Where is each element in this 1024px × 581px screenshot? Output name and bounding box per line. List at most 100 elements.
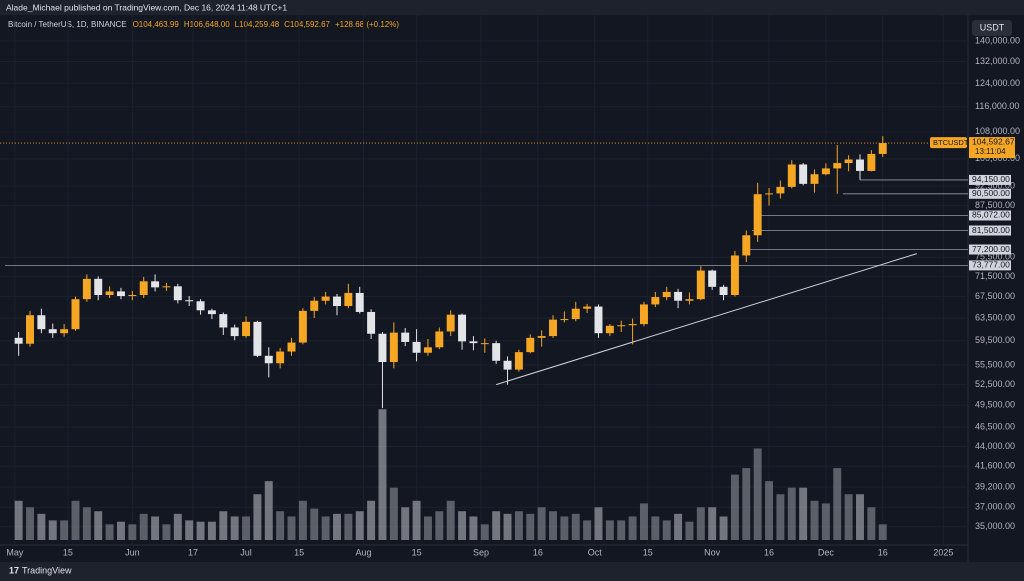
volume-bar bbox=[651, 516, 660, 540]
level-label: 94,150.00 bbox=[972, 174, 1010, 184]
volume-bar bbox=[196, 521, 205, 540]
candle-body bbox=[526, 337, 535, 353]
volume-bar bbox=[605, 520, 614, 540]
volume-bar bbox=[128, 524, 137, 540]
volume-bar bbox=[276, 511, 285, 540]
currency[interactable]: USDT bbox=[980, 22, 1005, 32]
x-tick-label: Jun bbox=[125, 547, 140, 557]
volume-bar bbox=[94, 511, 103, 540]
x-tick-label: 15 bbox=[412, 547, 422, 557]
volume-bar bbox=[151, 516, 160, 540]
volume-bar bbox=[685, 521, 694, 540]
x-tick-label: 17 bbox=[188, 547, 198, 557]
candle-body bbox=[173, 286, 182, 301]
currency-button[interactable] bbox=[972, 20, 1012, 36]
candle-body bbox=[742, 235, 751, 256]
candle-body bbox=[162, 286, 171, 288]
y-tick-label: 124,000.00 bbox=[975, 78, 1020, 88]
candle-body bbox=[867, 153, 876, 171]
candle-body bbox=[810, 174, 819, 184]
y-tick-label: 92,500.00 bbox=[975, 181, 1015, 191]
volume-bar bbox=[71, 500, 80, 540]
candle-body bbox=[549, 319, 557, 337]
volume-bar bbox=[708, 507, 717, 540]
candle-body bbox=[14, 337, 23, 344]
candle-body bbox=[469, 341, 478, 344]
volume-bar bbox=[856, 494, 864, 540]
candle-body bbox=[219, 314, 228, 328]
candle-body bbox=[230, 327, 239, 337]
volume-bar bbox=[412, 500, 421, 540]
x-tick-label: 15 bbox=[294, 547, 304, 557]
candle-body bbox=[583, 306, 592, 309]
x-tick-label: Nov bbox=[704, 547, 721, 557]
y-tick-label: 116,000.00 bbox=[975, 101, 1019, 111]
candle-body bbox=[367, 311, 376, 334]
candle-body bbox=[605, 325, 614, 334]
volume-bar bbox=[844, 494, 853, 540]
volume-bar bbox=[719, 516, 728, 540]
ohlc-value: H106,648.00 bbox=[184, 20, 230, 29]
y-tick-label: 108,000.00 bbox=[975, 126, 1020, 136]
candle-body bbox=[765, 193, 774, 195]
volume-bar bbox=[526, 513, 535, 540]
candle-body bbox=[662, 291, 671, 298]
y-tick-label: 41,600.00 bbox=[975, 461, 1015, 471]
candle-body bbox=[878, 143, 887, 154]
candle-body bbox=[594, 306, 603, 334]
x-tick-label: Dec bbox=[818, 547, 835, 557]
candle-body bbox=[503, 360, 512, 370]
candle-body bbox=[128, 295, 137, 297]
y-tick-label: 39,200.00 bbox=[975, 481, 1015, 491]
volume-bar bbox=[116, 521, 125, 540]
candle-body bbox=[674, 291, 683, 301]
volume-bar bbox=[867, 507, 876, 540]
candle-body bbox=[48, 329, 57, 334]
y-tick-label: 59,500.00 bbox=[975, 335, 1015, 345]
candle-body bbox=[333, 296, 341, 307]
level-label-bg bbox=[969, 210, 1011, 221]
ohlc-value: C104,592.67 bbox=[284, 20, 330, 29]
volume-bar bbox=[469, 516, 478, 540]
y-tick-label: 67,500.00 bbox=[975, 291, 1015, 301]
level-label: 73,777.00 bbox=[972, 260, 1010, 270]
candle-body bbox=[719, 286, 728, 296]
candle-body bbox=[344, 292, 353, 307]
candle-body bbox=[423, 347, 432, 353]
volume-bar bbox=[617, 520, 626, 540]
candle-body bbox=[628, 324, 637, 326]
x-tick-label: 16 bbox=[533, 547, 543, 557]
x-tick-label: Oct bbox=[588, 547, 603, 557]
candle-body bbox=[26, 315, 34, 344]
x-tick-label: 15 bbox=[63, 547, 73, 557]
level-label: 85,072.00 bbox=[972, 210, 1010, 220]
candle-body bbox=[799, 164, 808, 184]
volume-bar bbox=[583, 520, 592, 540]
volume-bar bbox=[26, 507, 34, 540]
volume-bar bbox=[423, 516, 432, 540]
candle-body bbox=[787, 164, 796, 187]
candle-body bbox=[821, 168, 830, 175]
volume-bar bbox=[833, 468, 842, 540]
y-tick-label: 100,000.00 bbox=[975, 153, 1020, 163]
candle-body bbox=[71, 299, 80, 330]
level-label-bg bbox=[969, 260, 1011, 271]
volume-bar bbox=[571, 513, 580, 540]
candle-body bbox=[253, 321, 262, 356]
x-tick-label: Jul bbox=[240, 547, 252, 557]
candle-body bbox=[708, 270, 717, 287]
candle-body bbox=[196, 301, 205, 311]
candle-body bbox=[298, 310, 307, 343]
candle-body bbox=[446, 314, 455, 332]
volume-bar bbox=[162, 524, 171, 540]
candle-body bbox=[480, 343, 489, 345]
candle-body bbox=[560, 319, 569, 321]
volume-bar bbox=[514, 511, 523, 540]
y-tick-label: 44,000.00 bbox=[975, 441, 1015, 451]
candle-body bbox=[355, 292, 364, 312]
x-tick-label: Sep bbox=[473, 547, 489, 557]
volume-bar bbox=[367, 500, 376, 540]
volume-bar bbox=[298, 500, 307, 540]
level-label: 90,500.00 bbox=[972, 188, 1010, 198]
